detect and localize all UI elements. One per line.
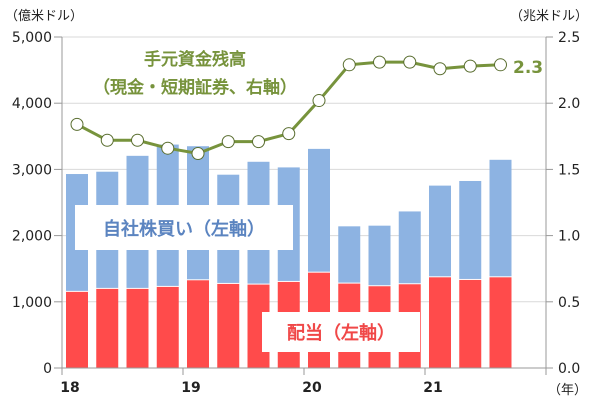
buyback-bar — [338, 226, 361, 283]
cash-point — [252, 135, 265, 149]
left-tick-label: 3,000 — [12, 162, 52, 178]
buyback-bar — [368, 225, 391, 286]
left-tick-label: 2,000 — [12, 229, 52, 245]
x-tick-label: 18 — [60, 380, 79, 396]
left-tick-label: 5,000 — [12, 30, 52, 46]
left-tick-label: 1,000 — [12, 295, 52, 311]
cash-point — [191, 147, 205, 161]
cash-point — [494, 58, 507, 72]
dividend-bar — [217, 283, 240, 368]
dividend-bar — [96, 288, 119, 368]
right-tick-label: 0.5 — [558, 295, 580, 311]
buyback-bar — [489, 159, 512, 277]
cash-point — [312, 94, 326, 108]
right-tick-label: 1.5 — [558, 162, 580, 178]
cash-point — [131, 133, 144, 147]
dividend-bar — [66, 291, 88, 368]
cash-point — [433, 62, 447, 76]
right-axis-unit: （兆米ドル） — [510, 9, 588, 24]
x-tick-label: 20 — [302, 380, 322, 396]
dividend-bar — [489, 277, 512, 368]
buyback-label-box — [75, 205, 293, 250]
axes: 0 1,000 2,000 3,000 4,000 5,000 0.0 0.5 1.0 1.5 2.… — [12, 30, 580, 396]
cash-point — [342, 58, 356, 72]
right-tick-label: 1.0 — [558, 229, 580, 245]
cash-point — [70, 117, 84, 131]
x-tick-label: 19 — [181, 380, 200, 396]
left-tick-label: 4,000 — [12, 96, 52, 112]
buyback-bar — [398, 211, 421, 284]
buyback-bar — [459, 180, 482, 279]
cash-point — [403, 55, 417, 69]
dividend-bar — [156, 286, 179, 368]
dividend-label: 配当（左軸） — [287, 322, 395, 344]
dividend-bar — [187, 280, 209, 368]
cash-line — [70, 55, 507, 161]
line-subtitle: （現金・短期証券、右軸） — [93, 77, 297, 98]
cash-point — [221, 135, 235, 149]
right-tick-label: 2.0 — [558, 96, 580, 112]
left-axis-unit: （億米ドル） — [5, 8, 83, 24]
cash-point — [373, 55, 386, 69]
cash-point — [100, 133, 114, 147]
line-title: 手元資金残高 — [144, 49, 246, 70]
cash-point — [282, 127, 296, 141]
x-axis-unit: （年） — [548, 383, 587, 398]
last-value-label: 2.3 — [513, 58, 543, 78]
right-tick-label: 2.5 — [558, 30, 580, 46]
dividend-label-box — [262, 312, 420, 352]
cash-point — [161, 141, 175, 155]
buyback-bar — [429, 185, 451, 277]
buyback-bar — [308, 148, 330, 272]
dividend-bar — [459, 279, 482, 368]
dividend-bar — [126, 288, 149, 368]
left-tick-label: 0 — [43, 361, 52, 377]
dividend-bar — [429, 277, 451, 368]
x-tick-label: 21 — [423, 380, 442, 396]
buyback-label: 自社株買い（左軸） — [103, 218, 265, 240]
cash-point — [463, 59, 477, 73]
right-tick-label: 0.0 — [558, 361, 580, 377]
